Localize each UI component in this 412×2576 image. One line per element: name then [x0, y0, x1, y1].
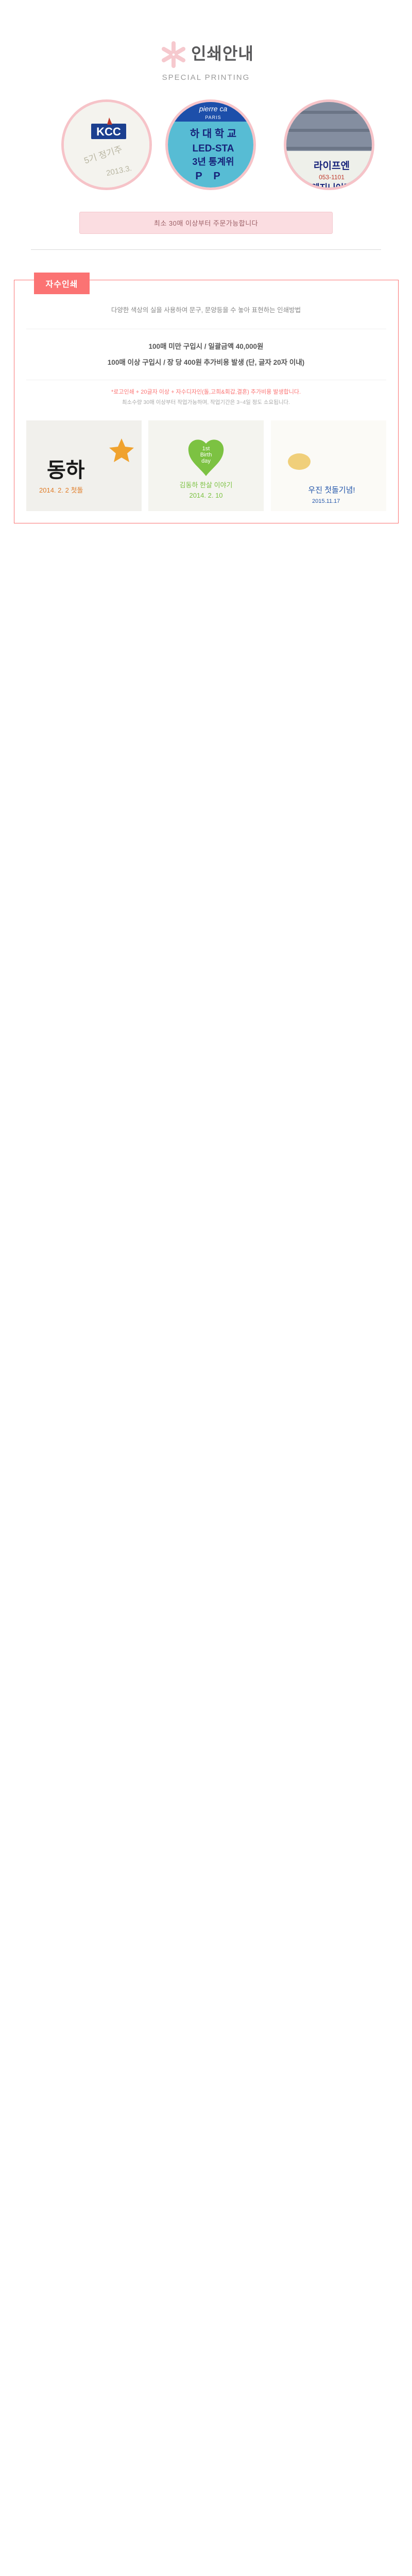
- svg-text:2015.11.17: 2015.11.17: [312, 498, 340, 504]
- svg-text:엔지니어링: 엔지니어링: [312, 183, 352, 190]
- svg-text:김동하 한살 이야기: 김동하 한살 이야기: [180, 481, 233, 489]
- svg-text:P: P: [195, 171, 202, 182]
- svg-text:PARIS: PARIS: [205, 115, 221, 120]
- svg-text:2014. 2. 10: 2014. 2. 10: [189, 492, 222, 499]
- svg-text:하 대 학 교: 하 대 학 교: [190, 128, 236, 140]
- svg-text:P: P: [213, 171, 220, 182]
- svg-text:3년 통계위: 3년 통계위: [192, 157, 234, 167]
- svg-text:LED-STA: LED-STA: [193, 143, 234, 154]
- svg-text:1st: 1st: [202, 446, 210, 452]
- svg-text:우진 첫돌기념!: 우진 첫돌기념!: [308, 486, 355, 495]
- svg-text:2014. 2. 2 첫돌: 2014. 2. 2 첫돌: [39, 486, 83, 494]
- svg-text:KCC: KCC: [96, 125, 121, 138]
- svg-text:053-1101: 053-1101: [319, 174, 345, 181]
- svg-text:pierre ca: pierre ca: [199, 105, 228, 113]
- svg-text:Birth: Birth: [200, 452, 212, 458]
- svg-text:동하: 동하: [47, 459, 85, 482]
- svg-text:day: day: [201, 458, 211, 464]
- svg-text:라이프엔: 라이프엔: [314, 160, 350, 172]
